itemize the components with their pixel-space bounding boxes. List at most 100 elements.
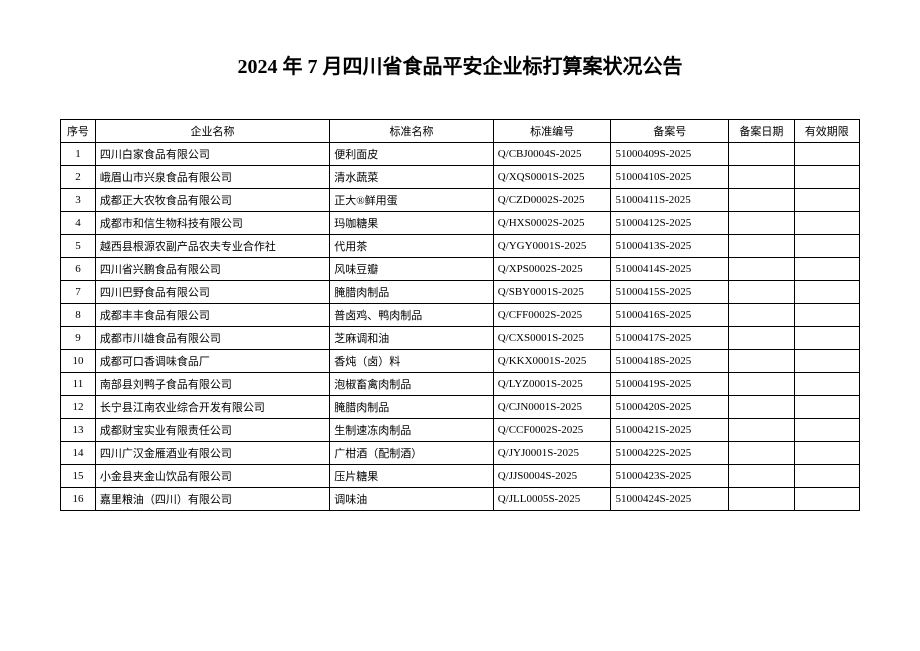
- table-row: 15小金县夹金山饮品有限公司压片糖果Q/JJS0004S-20255100042…: [61, 465, 860, 488]
- table-cell: Q/JLL0005S-2025: [493, 488, 611, 511]
- table-row: 7四川巴野食品有限公司腌腊肉制品Q/SBY0001S-202551000415S…: [61, 281, 860, 304]
- table-row: 16嘉里粮油（四川）有限公司调味油Q/JLL0005S-202551000424…: [61, 488, 860, 511]
- table-cell: [729, 465, 794, 488]
- table-cell: [729, 488, 794, 511]
- table-cell: [729, 350, 794, 373]
- table-cell: 普卤鸡、鸭肉制品: [330, 304, 494, 327]
- table-cell: 2: [61, 166, 96, 189]
- table-cell: [729, 442, 794, 465]
- table-cell: Q/YGY0001S-2025: [493, 235, 611, 258]
- table-cell: 9: [61, 327, 96, 350]
- table-cell: [794, 465, 859, 488]
- table-cell: 生制速冻肉制品: [330, 419, 494, 442]
- table-cell: [729, 258, 794, 281]
- table-cell: Q/KKX0001S-2025: [493, 350, 611, 373]
- table-cell: 成都财宝实业有限责任公司: [95, 419, 329, 442]
- table-cell: 四川白家食品有限公司: [95, 143, 329, 166]
- table-cell: 13: [61, 419, 96, 442]
- table-row: 14四川广汉金雁酒业有限公司广柑酒（配制酒）Q/JYJ0001S-2025510…: [61, 442, 860, 465]
- table-cell: 6: [61, 258, 96, 281]
- table-cell: 成都正大农牧食品有限公司: [95, 189, 329, 212]
- table-row: 6四川省兴鹏食品有限公司风味豆瓣Q/XPS0002S-202551000414S…: [61, 258, 860, 281]
- table-cell: 1: [61, 143, 96, 166]
- table-cell: 成都丰丰食品有限公司: [95, 304, 329, 327]
- table-cell: 成都可口香调味食品厂: [95, 350, 329, 373]
- table-body: 1四川白家食品有限公司便利面皮Q/CBJ0004S-202551000409S-…: [61, 143, 860, 511]
- table-cell: 51000423S-2025: [611, 465, 729, 488]
- table-cell: 便利面皮: [330, 143, 494, 166]
- table-cell: [729, 327, 794, 350]
- table-cell: 51000413S-2025: [611, 235, 729, 258]
- table-cell: Q/JYJ0001S-2025: [493, 442, 611, 465]
- table-cell: [794, 235, 859, 258]
- table-cell: 15: [61, 465, 96, 488]
- table-cell: [729, 281, 794, 304]
- table-row: 10成都可口香调味食品厂香炖（卤）料Q/KKX0001S-20255100041…: [61, 350, 860, 373]
- table-cell: [729, 212, 794, 235]
- table-cell: [794, 396, 859, 419]
- table-row: 4成都市和信生物科技有限公司玛咖糖果Q/HXS0002S-20255100041…: [61, 212, 860, 235]
- table-row: 5越西县根源农副产品农夫专业合作社代用茶Q/YGY0001S-202551000…: [61, 235, 860, 258]
- table-cell: Q/CZD0002S-2025: [493, 189, 611, 212]
- table-cell: [794, 442, 859, 465]
- header-standard: 标准名称: [330, 120, 494, 143]
- table-cell: 51000420S-2025: [611, 396, 729, 419]
- table-cell: 51000414S-2025: [611, 258, 729, 281]
- table-cell: 风味豆瓣: [330, 258, 494, 281]
- table-row: 9成都市川雄食品有限公司芝麻调和油Q/CXS0001S-202551000417…: [61, 327, 860, 350]
- table-cell: [794, 281, 859, 304]
- table-cell: [794, 373, 859, 396]
- table-row: 8成都丰丰食品有限公司普卤鸡、鸭肉制品Q/CFF0002S-2025510004…: [61, 304, 860, 327]
- page-title: 2024 年 7 月四川省食品平安企业标打算案状况公告: [60, 50, 860, 79]
- table-cell: 芝麻调和油: [330, 327, 494, 350]
- table-cell: 成都市川雄食品有限公司: [95, 327, 329, 350]
- header-validity: 有效期限: [794, 120, 859, 143]
- table-cell: 四川巴野食品有限公司: [95, 281, 329, 304]
- table-cell: 51000417S-2025: [611, 327, 729, 350]
- table-cell: Q/CBJ0004S-2025: [493, 143, 611, 166]
- table-cell: 腌腊肉制品: [330, 396, 494, 419]
- table-cell: 越西县根源农副产品农夫专业合作社: [95, 235, 329, 258]
- table-cell: 51000412S-2025: [611, 212, 729, 235]
- table-cell: [794, 189, 859, 212]
- table-cell: [729, 189, 794, 212]
- table-cell: 51000415S-2025: [611, 281, 729, 304]
- table-cell: 南部县刘鸭子食品有限公司: [95, 373, 329, 396]
- table-cell: 嘉里粮油（四川）有限公司: [95, 488, 329, 511]
- table-cell: 正大®鲜用蛋: [330, 189, 494, 212]
- header-code: 标准编号: [493, 120, 611, 143]
- table-cell: [794, 350, 859, 373]
- table-cell: 长宁县江南农业综合开发有限公司: [95, 396, 329, 419]
- table-cell: Q/CJN0001S-2025: [493, 396, 611, 419]
- table-cell: 泡椒畜禽肉制品: [330, 373, 494, 396]
- table-cell: [794, 488, 859, 511]
- table-cell: 14: [61, 442, 96, 465]
- table-cell: 51000411S-2025: [611, 189, 729, 212]
- header-company: 企业名称: [95, 120, 329, 143]
- header-date: 备案日期: [729, 120, 794, 143]
- table-cell: 玛咖糖果: [330, 212, 494, 235]
- table-cell: 51000410S-2025: [611, 166, 729, 189]
- table-cell: [729, 143, 794, 166]
- table-cell: 四川省兴鹏食品有限公司: [95, 258, 329, 281]
- table-cell: 51000421S-2025: [611, 419, 729, 442]
- table-cell: Q/XQS0001S-2025: [493, 166, 611, 189]
- table-cell: [794, 419, 859, 442]
- table-cell: Q/CFF0002S-2025: [493, 304, 611, 327]
- table-cell: 51000409S-2025: [611, 143, 729, 166]
- table-row: 1四川白家食品有限公司便利面皮Q/CBJ0004S-202551000409S-…: [61, 143, 860, 166]
- table-cell: 代用茶: [330, 235, 494, 258]
- table-cell: 峨眉山市兴泉食品有限公司: [95, 166, 329, 189]
- table-cell: 51000419S-2025: [611, 373, 729, 396]
- table-cell: [794, 212, 859, 235]
- table-cell: 12: [61, 396, 96, 419]
- table-cell: 调味油: [330, 488, 494, 511]
- table-cell: 清水蔬菜: [330, 166, 494, 189]
- table-cell: 压片糖果: [330, 465, 494, 488]
- table-row: 11南部县刘鸭子食品有限公司泡椒畜禽肉制品Q/LYZ0001S-20255100…: [61, 373, 860, 396]
- table-cell: [794, 327, 859, 350]
- table-cell: 51000422S-2025: [611, 442, 729, 465]
- table-cell: Q/XPS0002S-2025: [493, 258, 611, 281]
- table-cell: 3: [61, 189, 96, 212]
- table-cell: [729, 419, 794, 442]
